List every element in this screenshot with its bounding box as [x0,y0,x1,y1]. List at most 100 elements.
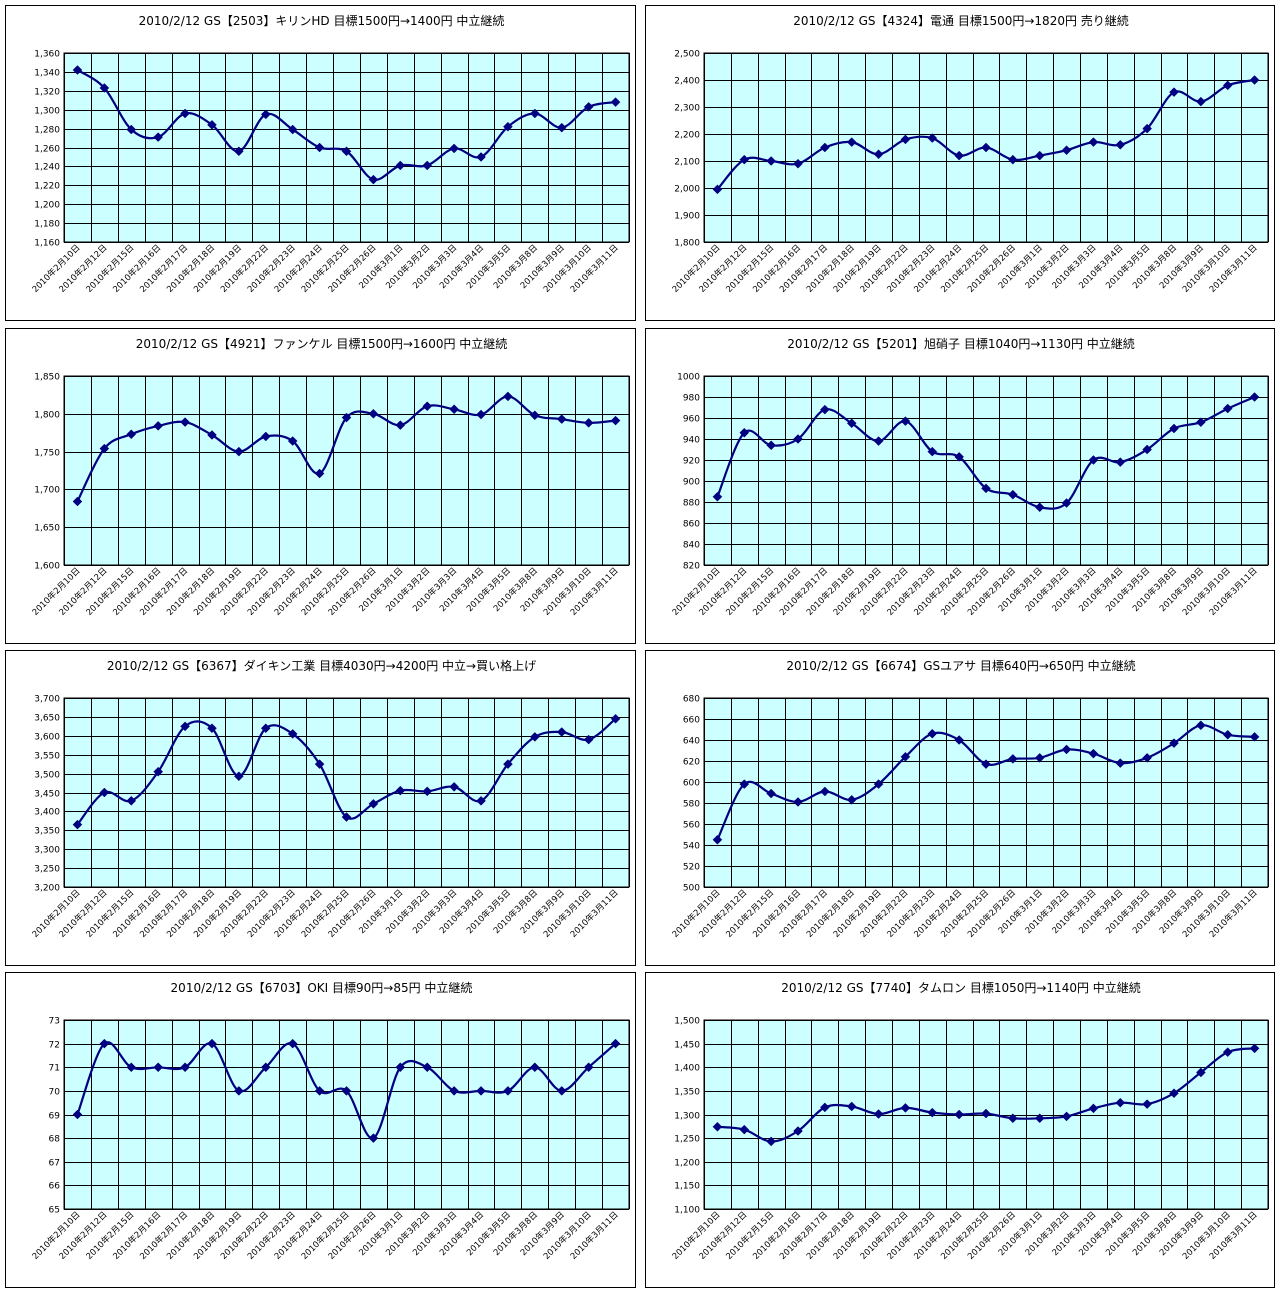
y-tick-label: 1,150 [674,1182,700,1192]
y-tick-label: 940 [683,436,700,446]
y-tick-label: 1,320 [34,88,60,98]
data-point [287,1038,298,1049]
data-point [529,108,540,119]
data-point [954,150,964,161]
x-tick-label: 2010年2月25日 [299,1209,352,1262]
data-point [1196,720,1206,731]
x-tick-label: 2010年2月23日 [885,565,938,618]
x-tick-label: 2010年2月18日 [165,565,218,618]
x-tick-label: 2010年2月12日 [697,887,750,940]
x-tick-label: 2010年3月10日 [1180,242,1233,295]
y-tick-label: 900 [683,478,700,488]
x-tick-label: 2010年2月22日 [858,242,911,295]
x-tick-label: 2010年2月24日 [912,242,965,295]
data-point [610,97,621,107]
data-point [1115,1097,1126,1108]
data-point [793,158,803,169]
data-point [1088,455,1099,465]
x-tick-label: 2010年2月10日 [670,1209,723,1262]
y-tick-label: 3,500 [34,771,60,781]
data-point [207,723,217,734]
data-point [873,149,884,160]
data-point [846,137,857,147]
y-tick-label: 860 [683,520,700,530]
data-point [126,795,137,806]
data-point [180,721,190,732]
y-tick-label: 1,300 [674,1112,700,1122]
data-point [126,1062,137,1073]
x-tick-label: 2010年2月24日 [912,887,965,940]
x-tick-label: 2010年2月26日 [965,1209,1018,1262]
data-point [1196,417,1206,428]
x-tick-label: 2010年3月10日 [541,565,594,618]
y-tick-label: 980 [683,394,700,404]
data-point [1034,752,1045,763]
x-tick-label: 2010年2月19日 [831,565,884,618]
x-tick-label: 2010年3月10日 [541,887,594,940]
data-point [1034,1113,1045,1124]
data-point [207,430,217,440]
data-point [873,1109,884,1119]
data-point [739,154,750,165]
x-tick-label: 2010年2月17日 [777,565,830,618]
x-tick-label: 2010年2月25日 [939,242,992,295]
x-tick-label: 2010年2月17日 [138,887,191,940]
data-point [873,436,884,446]
y-tick-label: 1,700 [34,486,60,496]
data-point [287,729,298,739]
data-point [314,142,325,153]
x-tick-label: 2010年2月26日 [965,242,1018,295]
data-point [820,404,830,415]
data-point [927,446,938,457]
chart-svg: 2010/2/12 GS【2503】キリンHD 目標1500円→1400円 中立… [30,13,630,295]
x-tick-label: 2010年3月10日 [1180,887,1233,940]
x-tick-label: 2010年2月16日 [111,565,164,618]
data-point [207,119,217,130]
data-point [556,727,567,737]
y-tick-label: 560 [683,821,700,831]
data-point [341,412,352,423]
x-tick-label: 2010年2月15日 [84,242,137,295]
data-point [503,391,513,402]
y-tick-label: 2,000 [674,185,700,195]
y-tick-label: 2,300 [674,104,700,114]
data-point [368,1133,379,1143]
data-point [900,134,911,145]
data-point [1088,748,1099,759]
x-tick-label: 2010年2月26日 [965,565,1018,618]
y-tick-label: 1,200 [674,1159,700,1169]
data-point [99,83,110,93]
x-tick-label: 2010年2月10日 [30,1209,83,1262]
y-tick-label: 1,340 [34,69,60,79]
chart-panel-2503: 2010/2/12 GS【2503】キリンHD 目標1500円→1400円 中立… [5,5,636,321]
y-tick-label: 2,500 [674,50,700,60]
x-tick-label: 2010年2月22日 [218,887,271,940]
y-tick-label: 2,100 [674,158,700,168]
data-point [846,794,857,805]
data-point [314,1086,325,1096]
y-tick-label: 70 [49,1088,61,1098]
data-point [1249,75,1260,85]
data-point [1249,1043,1260,1054]
x-tick-label: 2010年2月12日 [57,242,110,295]
data-point [981,483,991,494]
data-point [287,124,298,135]
y-tick-label: 1,750 [34,449,60,459]
data-point [1008,154,1018,165]
chart-title: 2010/2/12 GS【6703】OKI 目標90円→85円 中立継続 [171,980,473,995]
data-point [610,415,621,426]
x-tick-label: 2010年2月18日 [804,887,857,940]
data-point [954,735,964,745]
x-tick-label: 2010年2月23日 [885,1209,938,1262]
data-point [72,496,83,507]
data-point [981,759,991,770]
data-point [954,451,964,462]
data-point [422,401,433,412]
data-point [610,1038,621,1049]
x-tick-label: 2010年2月23日 [245,242,298,295]
y-tick-label: 1,400 [674,1064,700,1074]
x-tick-label: 2010年2月25日 [939,1209,992,1262]
data-point [820,142,830,153]
data-point [583,418,594,428]
data-point [793,797,803,807]
